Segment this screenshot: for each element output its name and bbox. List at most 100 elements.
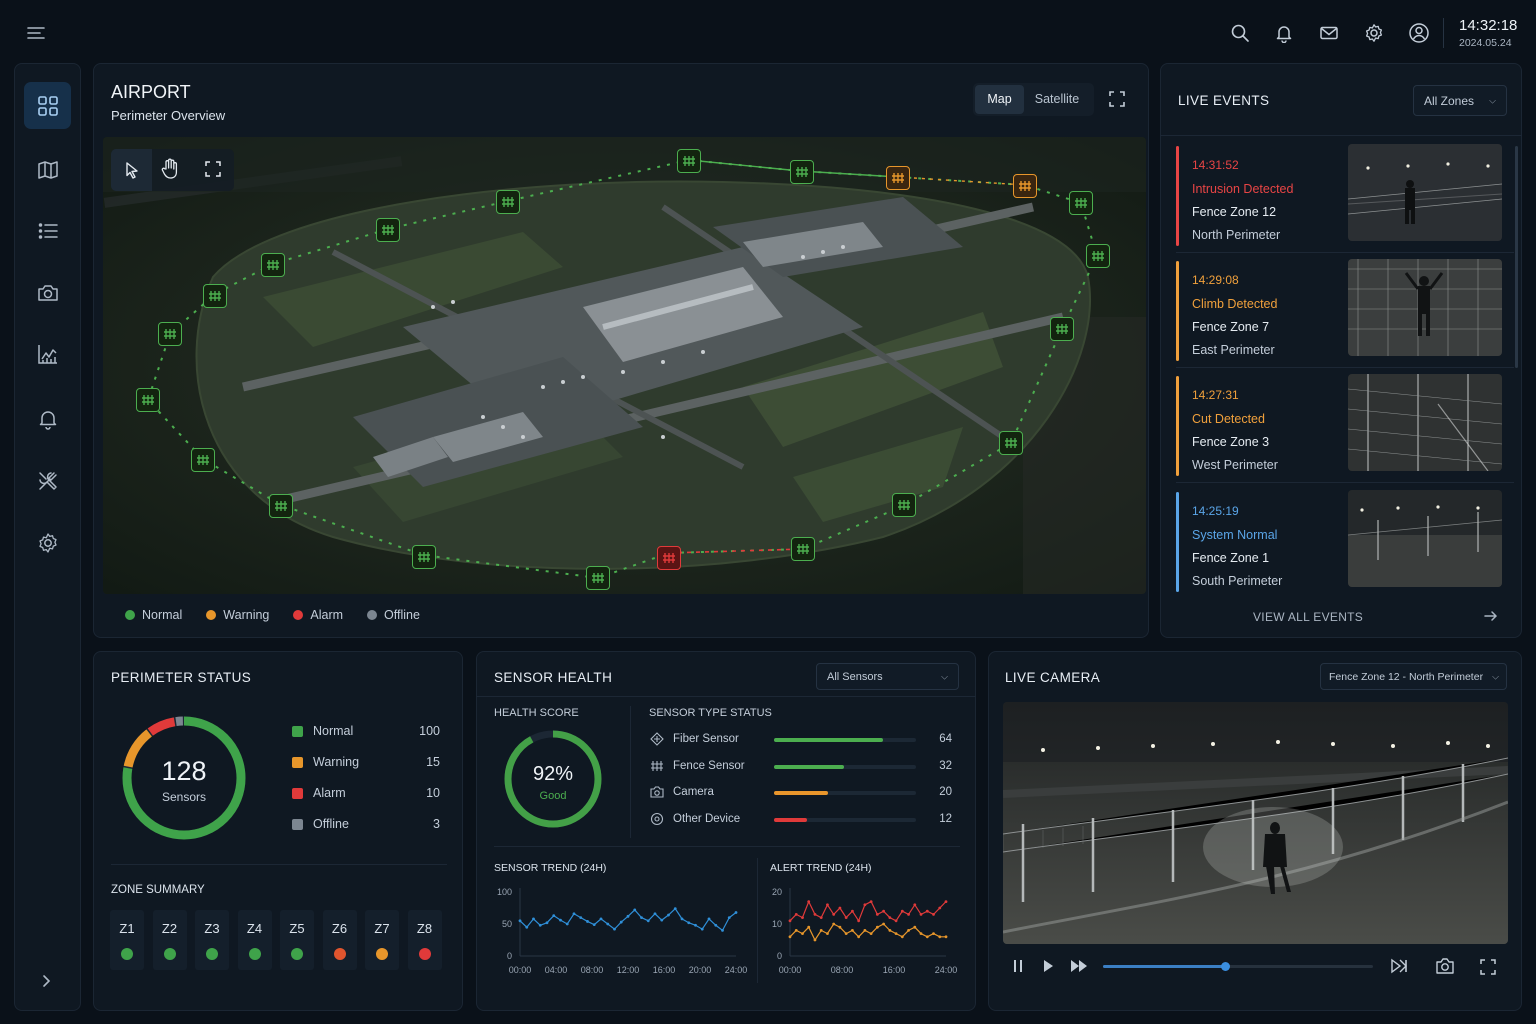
camera-fullscreen-icon[interactable] bbox=[1479, 958, 1497, 976]
fast-forward-icon[interactable] bbox=[1070, 958, 1088, 976]
data-point bbox=[938, 906, 942, 910]
data-point bbox=[819, 916, 823, 919]
nav-dashboard[interactable] bbox=[24, 82, 71, 129]
nav-map[interactable] bbox=[24, 146, 71, 193]
nav-alerts[interactable] bbox=[24, 395, 71, 442]
data-point bbox=[894, 932, 898, 935]
zone-tile[interactable]: Z8 bbox=[407, 910, 442, 970]
zone-tile[interactable]: Z1 bbox=[110, 910, 144, 970]
zone-filter-select[interactable]: All Zones ⌵ bbox=[1413, 85, 1507, 116]
sensor-marker-warning[interactable] bbox=[886, 166, 910, 190]
zone-tile[interactable]: Z7 bbox=[365, 910, 399, 970]
snapshot-icon[interactable] bbox=[1435, 957, 1455, 977]
user-icon[interactable] bbox=[1405, 19, 1433, 47]
tab-map[interactable]: Map bbox=[975, 85, 1024, 114]
event-thumbnail[interactable] bbox=[1348, 259, 1502, 356]
zone-status-dot bbox=[163, 948, 176, 960]
sensor-marker-alarm[interactable] bbox=[657, 546, 681, 570]
playback-track[interactable] bbox=[1103, 962, 1373, 971]
sensor-marker-normal[interactable] bbox=[158, 322, 182, 346]
expand-map-icon[interactable] bbox=[204, 160, 224, 180]
sensor-marker-normal[interactable] bbox=[790, 160, 814, 184]
sensor-marker-normal[interactable] bbox=[496, 190, 520, 214]
sensor-marker-normal[interactable] bbox=[1050, 317, 1074, 341]
sidebar-expand-icon[interactable] bbox=[40, 974, 54, 990]
data-point bbox=[579, 916, 583, 919]
data-point bbox=[925, 909, 929, 913]
zone-tile[interactable]: Z4 bbox=[237, 910, 272, 970]
data-point bbox=[807, 925, 811, 929]
sensor-marker-normal[interactable] bbox=[261, 253, 285, 277]
event-thumbnail[interactable] bbox=[1348, 490, 1502, 587]
sensor-marker-normal[interactable] bbox=[136, 388, 160, 412]
status-value: 10 bbox=[426, 786, 440, 800]
sensor-marker-normal[interactable] bbox=[412, 545, 436, 569]
pan-tool-icon[interactable] bbox=[160, 158, 184, 182]
event-type: Climb Detected bbox=[1192, 297, 1278, 311]
nav-settings[interactable] bbox=[24, 519, 71, 566]
sensor-trend-title: SENSOR TREND (24H) bbox=[494, 862, 607, 874]
menu-icon[interactable] bbox=[26, 25, 48, 43]
health-score-title: HEALTH SCORE bbox=[494, 707, 579, 719]
event-zone: Fence Zone 12 bbox=[1192, 205, 1277, 219]
tab-satellite[interactable]: Satellite bbox=[1034, 92, 1080, 106]
sensor-marker-normal[interactable] bbox=[269, 494, 293, 518]
nav-list[interactable] bbox=[24, 207, 71, 254]
sensor-health-title: SENSOR HEALTH bbox=[494, 670, 613, 685]
sensor-marker-normal[interactable] bbox=[203, 284, 227, 308]
sensor-marker-normal[interactable] bbox=[376, 218, 400, 242]
sensor-marker-normal[interactable] bbox=[586, 566, 610, 590]
event-thumbnail[interactable] bbox=[1348, 144, 1502, 241]
arrow-right-icon[interactable] bbox=[1484, 609, 1498, 623]
zone-filter-value: All Zones bbox=[1424, 93, 1475, 108]
event-item[interactable]: 14:31:52 Intrusion Detected Fence Zone 1… bbox=[1176, 144, 1516, 252]
sensor-marker-normal[interactable] bbox=[191, 448, 215, 472]
sensor-marker-warning[interactable] bbox=[1013, 174, 1037, 198]
sensor-marker-normal[interactable] bbox=[892, 493, 916, 517]
mail-icon[interactable] bbox=[1315, 19, 1343, 47]
nav-analytics[interactable] bbox=[24, 330, 71, 377]
zone-tile[interactable]: Z6 bbox=[322, 910, 357, 970]
sensor-marker-normal[interactable] bbox=[677, 149, 701, 173]
play-icon[interactable] bbox=[1041, 958, 1057, 976]
fence-icon bbox=[1005, 438, 1017, 448]
chevron-down-icon: ⌵ bbox=[1489, 95, 1496, 105]
zone-tile[interactable]: Z2 bbox=[152, 910, 187, 970]
sensor-marker-normal[interactable] bbox=[1069, 191, 1093, 215]
gear-icon[interactable] bbox=[1360, 19, 1388, 47]
event-thumbnail[interactable] bbox=[1348, 374, 1502, 471]
camera-source-select[interactable]: Fence Zone 12 - North Perimeter ⌵ bbox=[1320, 663, 1507, 690]
skip-to-end-icon[interactable] bbox=[1390, 958, 1410, 976]
event-item[interactable]: 14:25:19 System Normal Fence Zone 1 Sout… bbox=[1176, 490, 1516, 598]
search-icon[interactable] bbox=[1226, 19, 1254, 47]
sensor-marker-normal[interactable] bbox=[999, 431, 1023, 455]
nav-camera[interactable] bbox=[24, 269, 71, 316]
pause-icon[interactable] bbox=[1011, 958, 1027, 976]
fence-icon bbox=[164, 329, 176, 339]
data-point bbox=[552, 914, 556, 918]
event-area: North Perimeter bbox=[1192, 228, 1281, 242]
sensor-filter-select[interactable]: All Sensors ⌵ bbox=[816, 663, 959, 690]
fence-icon bbox=[796, 167, 808, 177]
sensor-marker-normal[interactable] bbox=[791, 537, 815, 561]
status-swatch bbox=[292, 819, 303, 830]
airport-map[interactable] bbox=[103, 137, 1146, 594]
event-type: System Normal bbox=[1192, 528, 1278, 542]
playback-knob[interactable] bbox=[1220, 962, 1230, 971]
zone-tile[interactable]: Z3 bbox=[195, 910, 229, 970]
sensor-marker-normal[interactable] bbox=[1086, 244, 1110, 268]
events-scrollbar[interactable] bbox=[1515, 146, 1518, 368]
fullscreen-icon[interactable] bbox=[1108, 90, 1128, 110]
x-tick-label: 24:00 bbox=[935, 965, 958, 975]
bell-icon[interactable] bbox=[1270, 19, 1298, 47]
camera-feed[interactable] bbox=[1003, 702, 1508, 944]
data-point bbox=[565, 922, 569, 926]
zone-tile[interactable]: Z5 bbox=[280, 910, 314, 970]
event-item[interactable]: 14:29:08 Climb Detected Fence Zone 7 Eas… bbox=[1176, 259, 1516, 367]
event-item[interactable]: 14:27:31 Cut Detected Fence Zone 3 West … bbox=[1176, 374, 1516, 482]
nav-tools[interactable] bbox=[24, 457, 71, 504]
zone-label: Z1 bbox=[119, 921, 135, 936]
view-all-events-link[interactable]: VIEW ALL EVENTS bbox=[1253, 610, 1364, 624]
data-point bbox=[700, 927, 704, 931]
select-tool-icon[interactable] bbox=[111, 149, 152, 191]
